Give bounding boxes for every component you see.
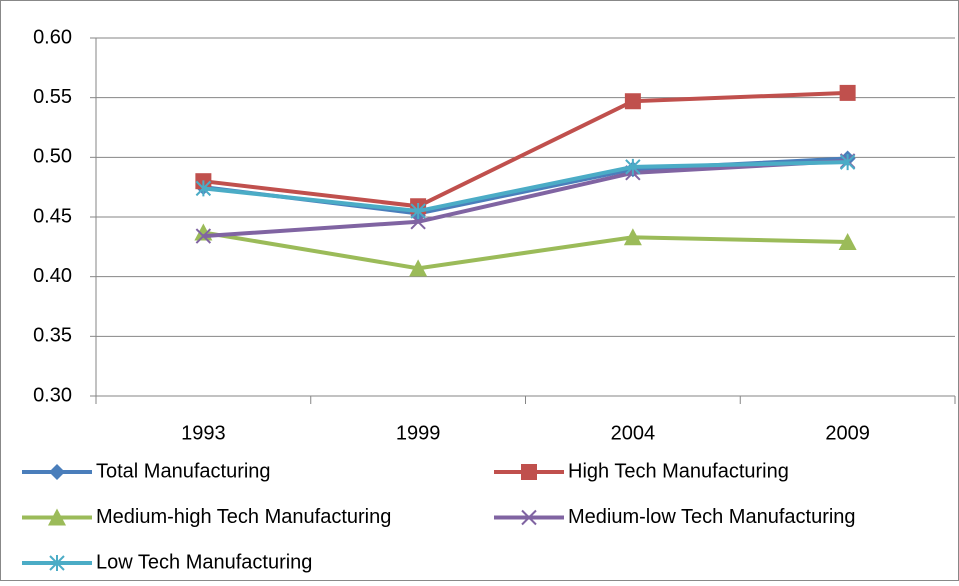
y-tick-label: 0.50 [33, 146, 72, 168]
series-line [203, 160, 848, 214]
marker [839, 84, 856, 101]
y-tick-label: 0.55 [33, 86, 72, 108]
legend-item: Medium-high Tech Manufacturing [22, 506, 391, 528]
marker [48, 508, 66, 526]
series-line [203, 90, 848, 209]
y-tick-label: 0.60 [33, 26, 72, 48]
x-tick-label: 1993 [181, 422, 226, 444]
marker [195, 228, 212, 244]
marker [49, 464, 65, 480]
legend-item: Total Manufacturing [22, 460, 271, 482]
marker [521, 464, 537, 480]
marker [195, 180, 212, 197]
legend-label: Low Tech Manufacturing [96, 551, 312, 573]
series-line [203, 158, 848, 239]
legend-label: Total Manufacturing [96, 460, 271, 482]
y-tick-label: 0.40 [33, 265, 72, 287]
marker [410, 203, 426, 220]
x-tick-label: 2009 [825, 422, 870, 444]
marker [624, 93, 641, 110]
legend-label: Medium-high Tech Manufacturing [96, 506, 391, 528]
x-tick-label: 2004 [611, 422, 656, 444]
marker [409, 259, 428, 277]
y-tick-label: 0.45 [33, 205, 72, 227]
legend-label: High Tech Manufacturing [568, 460, 789, 482]
legend-item: Medium-low Tech Manufacturing [494, 506, 856, 528]
x-tick-label: 1999 [396, 422, 441, 444]
legend-label: Medium-low Tech Manufacturing [568, 506, 856, 528]
marker [623, 228, 642, 246]
marker [49, 555, 65, 571]
series-line [203, 230, 848, 271]
legend-item: High Tech Manufacturing [494, 460, 789, 482]
marker [839, 154, 856, 171]
marker [625, 158, 641, 175]
legend-item: Low Tech Manufacturing [22, 551, 312, 573]
marker [838, 233, 857, 251]
y-tick-label: 0.30 [33, 384, 72, 406]
y-tick-label: 0.35 [33, 325, 72, 347]
marker [521, 509, 537, 526]
